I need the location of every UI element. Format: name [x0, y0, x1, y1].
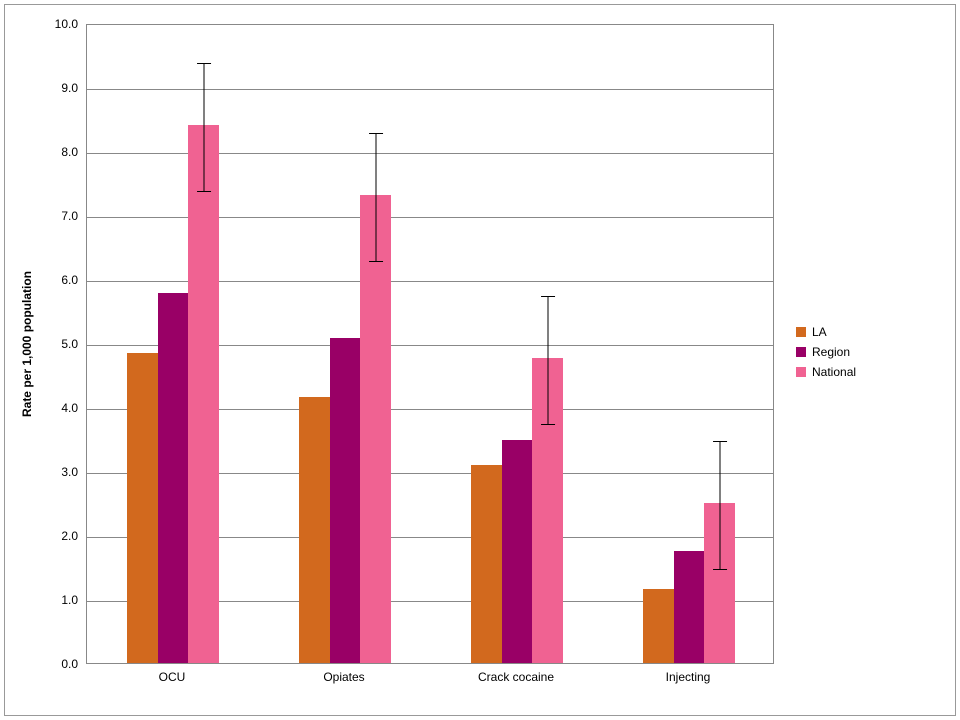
x-tick-label: OCU — [159, 670, 186, 684]
bar — [471, 465, 502, 663]
y-tick-label: 0.0 — [38, 657, 78, 671]
y-tick-label: 9.0 — [38, 81, 78, 95]
legend-label: LA — [812, 325, 827, 339]
y-tick-label: 5.0 — [38, 337, 78, 351]
y-tick-label: 4.0 — [38, 401, 78, 415]
y-tick-label: 3.0 — [38, 465, 78, 479]
chart-stage: Rate per 1,000 population LA Region Nation… — [0, 0, 960, 720]
bar — [158, 293, 189, 663]
bar — [502, 440, 533, 663]
bar — [643, 589, 674, 663]
gridline — [87, 89, 773, 90]
bar — [188, 125, 219, 663]
legend-swatch — [796, 327, 806, 337]
y-tick-label: 6.0 — [38, 273, 78, 287]
legend-item: Region — [796, 345, 856, 359]
x-tick-label: Opiates — [323, 670, 364, 684]
y-tick-label: 8.0 — [38, 145, 78, 159]
x-tick-label: Crack cocaine — [478, 670, 554, 684]
bar — [674, 551, 705, 663]
legend-item: LA — [796, 325, 856, 339]
x-tick-label: Injecting — [666, 670, 711, 684]
bar — [360, 195, 391, 663]
plot-area — [86, 24, 774, 664]
legend-label: National — [812, 365, 856, 379]
y-tick-label: 10.0 — [38, 17, 78, 31]
legend-swatch — [796, 367, 806, 377]
legend: LA Region National — [796, 325, 856, 379]
bar — [127, 353, 158, 663]
legend-label: Region — [812, 345, 850, 359]
y-tick-label: 2.0 — [38, 529, 78, 543]
bar — [330, 338, 361, 663]
y-tick-label: 1.0 — [38, 593, 78, 607]
y-axis-label: Rate per 1,000 population — [20, 271, 34, 417]
bar — [299, 397, 330, 663]
legend-swatch — [796, 347, 806, 357]
y-tick-label: 7.0 — [38, 209, 78, 223]
legend-item: National — [796, 365, 856, 379]
